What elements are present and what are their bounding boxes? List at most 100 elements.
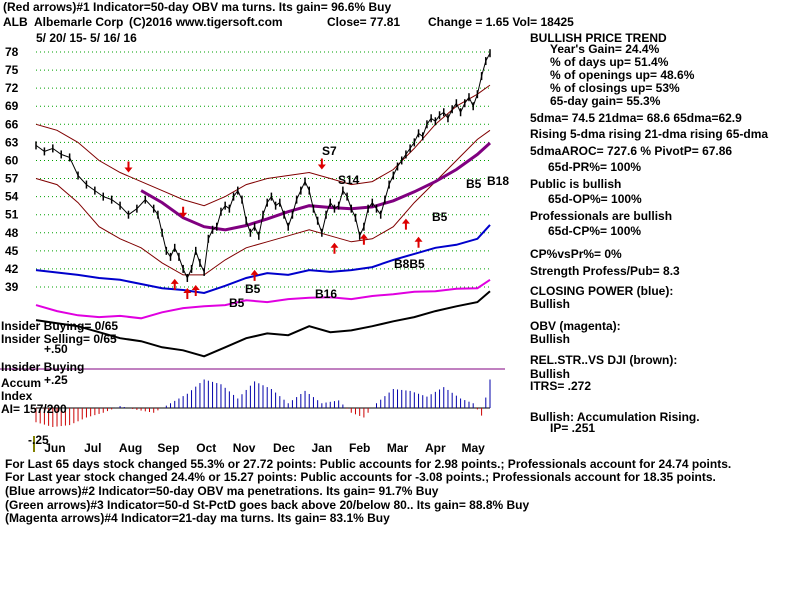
footer-magenta-arrows: (Magenta arrows)#4 Indicator=21-day ma t… (5, 511, 390, 525)
minus25-tick: -.25 (28, 433, 49, 447)
change-volume: Change = 1.65 Vol= 18425 (428, 15, 574, 29)
y-tick-48: 48 (5, 226, 19, 240)
years-gain: Year's Gain= 24.4% (550, 42, 660, 56)
accumulation-status: Bullish: Accumulation Rising. (530, 410, 700, 424)
company-name: Albemarle Corp (34, 15, 124, 29)
buy-arrow (330, 242, 339, 254)
price-axis-ticks: 78 75 72 69 66 63 60 57 54 51 48 45 42 39 (5, 45, 19, 294)
x-tick-nov: Nov (233, 441, 256, 455)
rising-dma: Rising 5-dma rising 21-dma rising 65-dma (530, 127, 769, 141)
sell-arrow (317, 158, 326, 170)
days-up: % of days up= 51.4% (550, 55, 669, 69)
signal-b5-upper: B5 (466, 177, 482, 191)
x-tick-aug: Aug (119, 441, 142, 455)
sell-arrow (179, 206, 188, 218)
signal-s7: S7 (322, 144, 337, 158)
signal-s14: S14 (338, 173, 360, 187)
rel-strength-line (35, 290, 491, 358)
obv-status: Bullish (530, 332, 571, 346)
signal-b16: B16 (315, 287, 338, 301)
x-tick-jan: Jan (312, 441, 333, 455)
obv-label: OBV (magenta): (530, 319, 621, 333)
itrs-value: ITRS= .272 (530, 379, 592, 393)
closings-up: % of closings up= 53% (550, 81, 680, 95)
price-series (35, 49, 491, 282)
closing-power-label: CLOSING POWER (blue): (530, 284, 674, 298)
price-line (35, 52, 491, 280)
footer-year-summary: For Last year stock changed 24.4% or 15.… (5, 470, 716, 484)
x-tick-dec: Dec (273, 441, 295, 455)
professionals-bullish: Professionals are bullish (530, 209, 673, 223)
lower-band-line (35, 129, 491, 276)
buy-arrow (170, 278, 179, 290)
openings-up: % of openings up= 48.6% (550, 68, 695, 82)
footer-65day-summary: For Last 65 days stock changed 55.3% or … (5, 457, 732, 471)
accum-label: Accum (1, 376, 42, 390)
x-tick-jul: Jul (84, 441, 101, 455)
indicator-lines (0, 224, 505, 370)
trend-title: BULLISH PRICE TREND (530, 31, 667, 45)
public-bullish: Public is bullish (530, 177, 622, 191)
y-tick-78: 78 (5, 45, 19, 59)
buy-arrow (414, 236, 423, 248)
x-tick-mar: Mar (387, 441, 409, 455)
signal-b18: B18 (487, 174, 510, 188)
x-tick-jun: Jun (44, 441, 65, 455)
y-tick-69: 69 (5, 99, 19, 113)
buy-arrow (250, 269, 259, 281)
copyright-text: (C)2016 www.tigersoft.com (129, 15, 283, 29)
closing-power-status: Bullish (530, 297, 571, 311)
dma-values: 5dma= 74.5 21dma= 68.6 65dma=62.9 (530, 111, 742, 125)
signal-b5-sep: B5 (245, 282, 261, 296)
x-tick-feb: Feb (349, 441, 370, 455)
index-label: Index (1, 389, 33, 403)
footer-green-arrows: (Green arrows)#3 Indicator=50-d St-PctD … (5, 498, 530, 512)
insider-buying-label: Insider Buying (1, 360, 85, 374)
ai-value: AI= 157/200 (1, 402, 67, 416)
accumulation-panel (33, 379, 491, 452)
closing-power-line (35, 224, 491, 295)
ip-value: IP= .251 (550, 421, 596, 435)
header-red-arrows-line: (Red arrows)#1 Indicator=50-day OBV ma t… (3, 0, 392, 14)
cp-vs-pr: CP%vsPr%= 0% (530, 247, 622, 261)
buy-arrow (183, 287, 192, 299)
x-tick-oct: Oct (196, 441, 216, 455)
y-tick-57: 57 (5, 172, 19, 186)
op-65d: 65d-OP%= 100% (548, 192, 642, 206)
buy-arrow (401, 218, 410, 230)
signal-b8b5: B8B5 (394, 257, 425, 271)
y-tick-63: 63 (5, 135, 19, 149)
gain-65day: 65-day gain= 55.3% (550, 94, 661, 108)
x-tick-sep: Sep (157, 441, 179, 455)
aroc-pivot: 5dmaAROC= 727.6 % PivotP= 67.86 (530, 144, 733, 158)
footer-blue-arrows: (Blue arrows)#2 Indicator=50-day OBV ma … (5, 484, 439, 498)
signal-b5-mid: B5 (432, 210, 448, 224)
x-tick-may: May (462, 441, 486, 455)
ticker-symbol: ALB (3, 15, 28, 29)
plus25-tick: +.25 (44, 373, 68, 387)
plus50-tick: +.50 (44, 342, 68, 356)
y-tick-66: 66 (5, 117, 19, 131)
y-tick-39: 39 (5, 280, 19, 294)
sell-arrow (124, 161, 133, 173)
y-tick-45: 45 (5, 244, 19, 258)
y-tick-72: 72 (5, 81, 19, 95)
obv-line (35, 278, 491, 320)
relstr-status: Bullish (530, 367, 571, 381)
y-tick-60: 60 (5, 153, 19, 167)
upper-band-line (35, 84, 491, 207)
month-axis-ticks: Jun Jul Aug Sep Oct Nov Dec Jan Feb Mar Apr May (44, 441, 485, 455)
close-price: Close= 77.81 (327, 15, 401, 29)
strength-ratio: Strength Profess/Pub= 8.3 (530, 264, 680, 278)
y-tick-51: 51 (5, 208, 19, 222)
insider-selling-count: Insider Selling= 0/65 (1, 332, 117, 346)
x-tick-apr: Apr (425, 441, 446, 455)
date-range: 5/ 20/ 15- 5/ 16/ 16 (36, 31, 137, 45)
y-tick-75: 75 (5, 63, 19, 77)
insider-buying-count: Insider Buying= 0/65 (1, 319, 119, 333)
buy-arrow (191, 284, 200, 296)
signal-arrows (124, 158, 423, 299)
cp-65d: 65d-CP%= 100% (548, 224, 642, 238)
signal-b5-lower: B5 (229, 296, 245, 310)
